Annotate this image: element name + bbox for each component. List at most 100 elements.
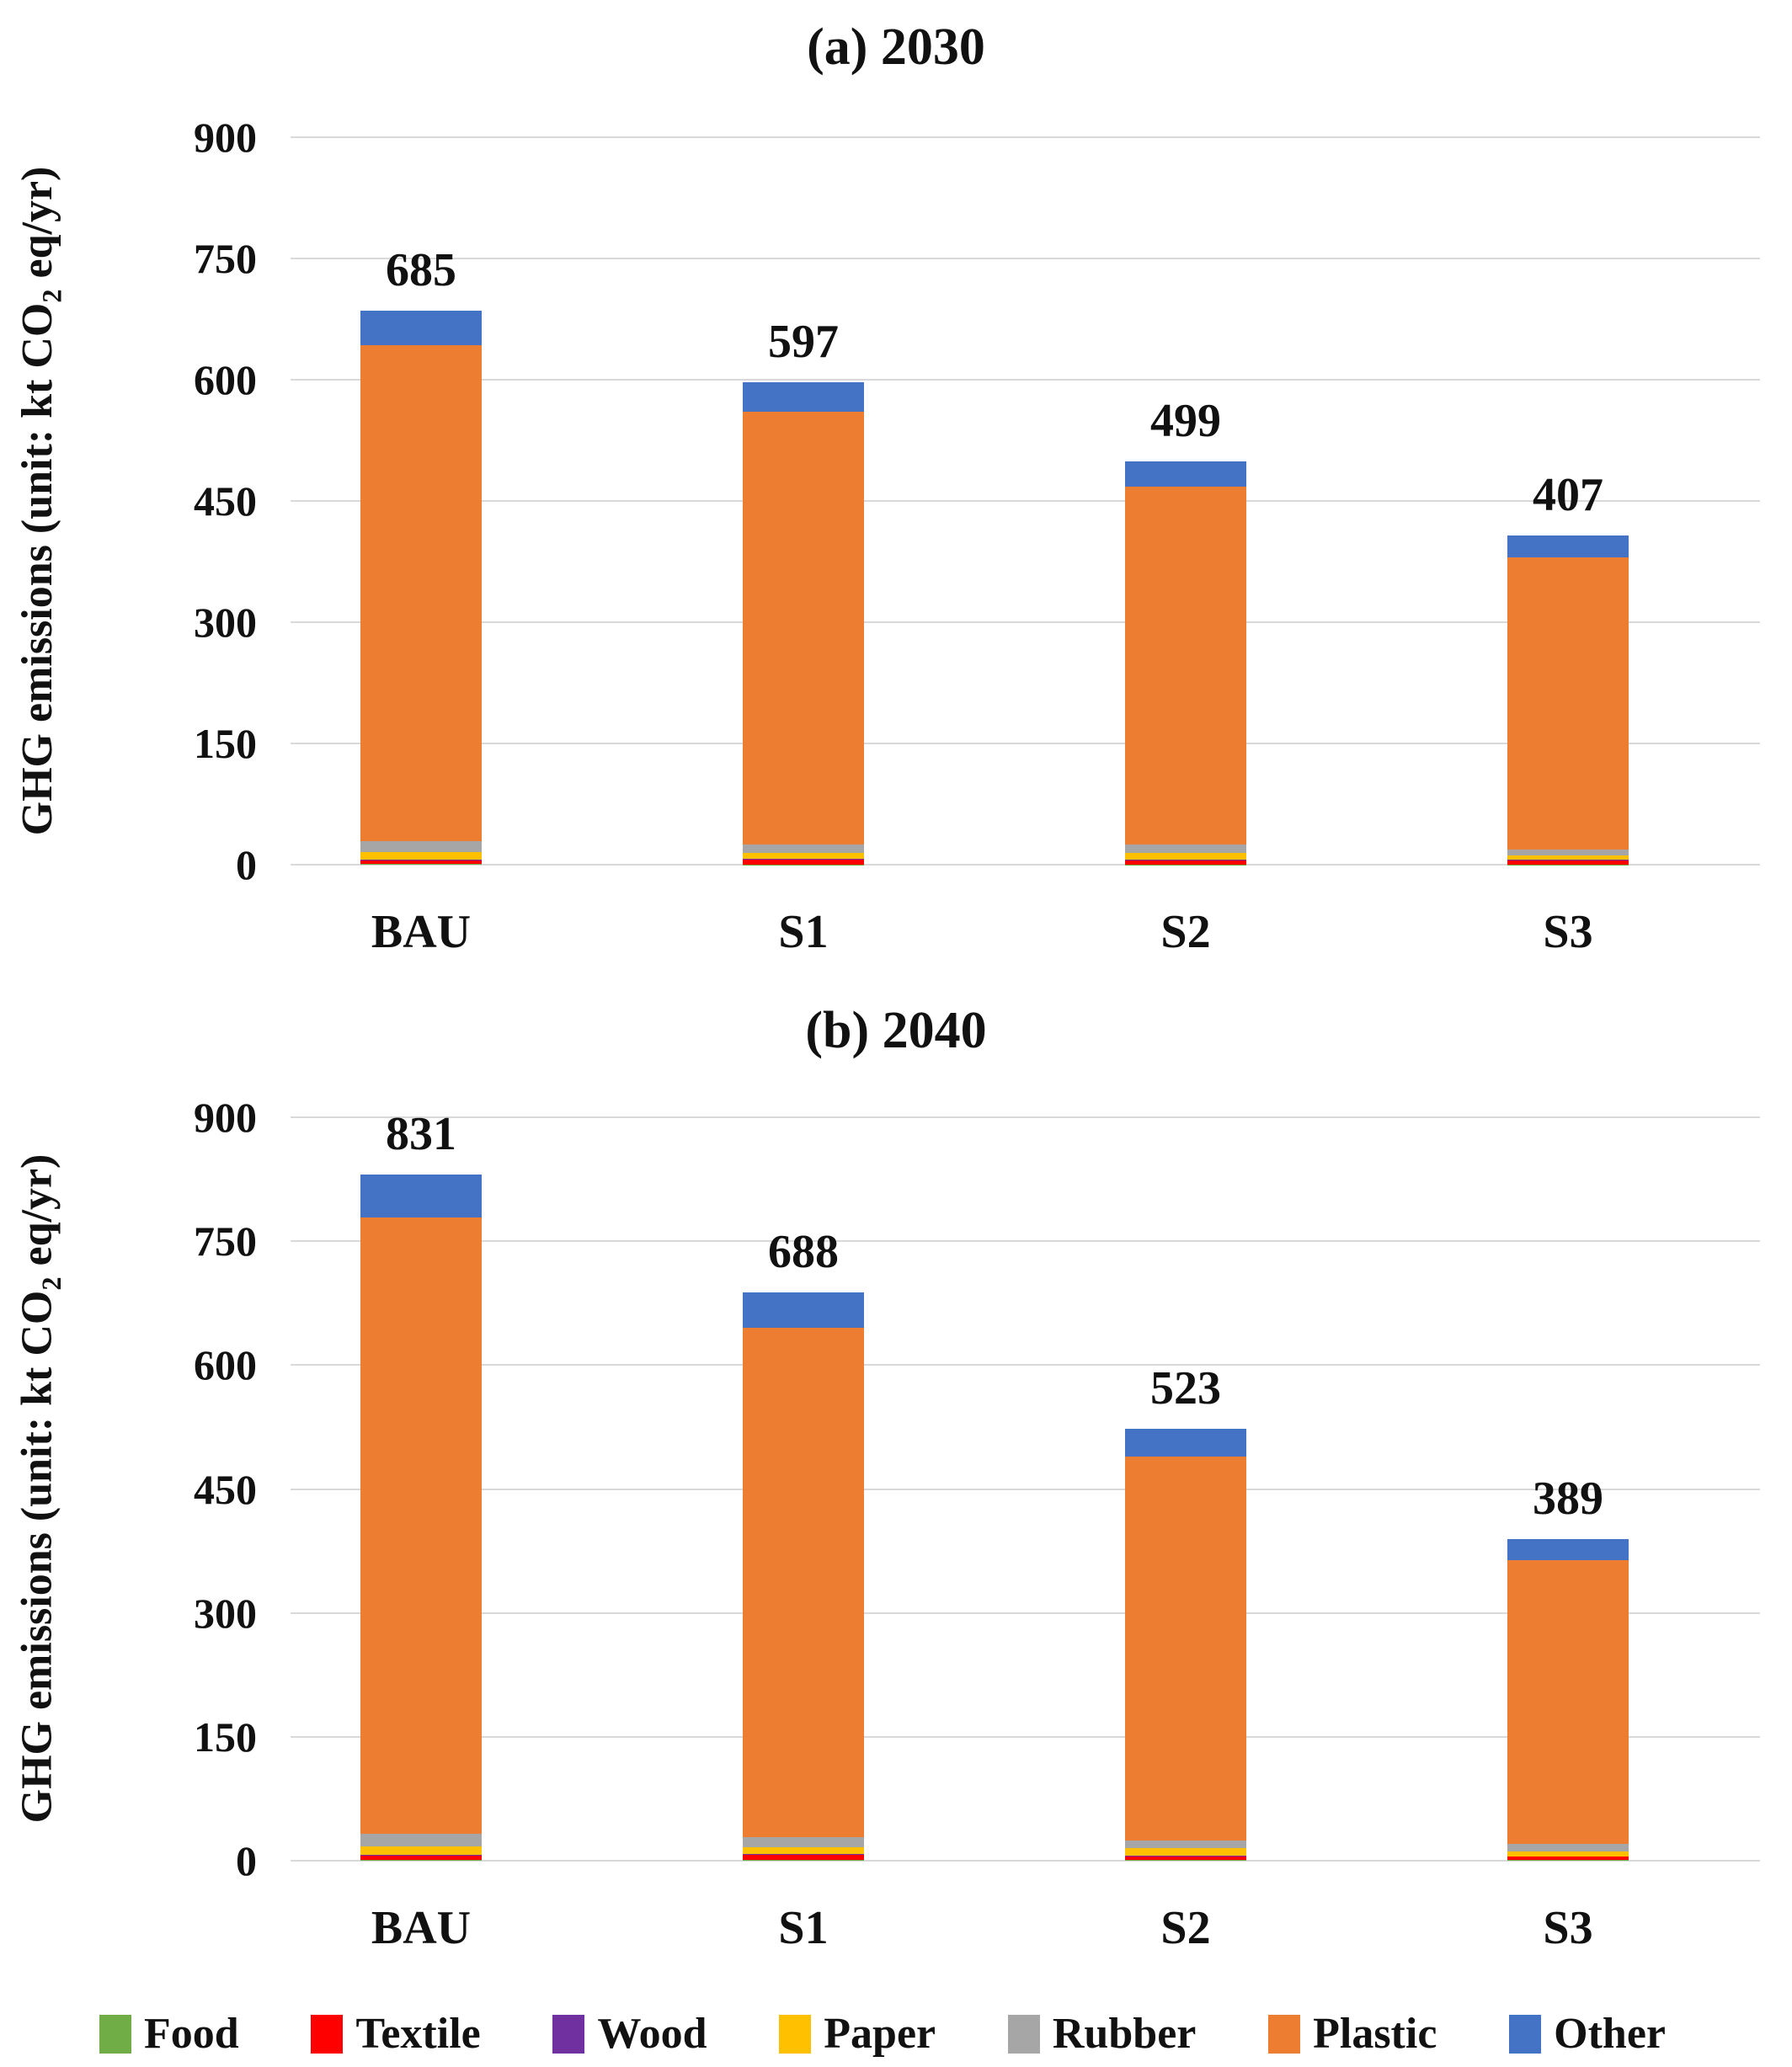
y-tick-label-750: 750 (194, 1217, 257, 1265)
y-tick-label-300: 300 (194, 599, 257, 646)
legend-swatch-textile (311, 2015, 344, 2054)
legend-swatch-other (1509, 2015, 1542, 2054)
x-category-label-s2: S2 (1160, 906, 1211, 958)
stacked-bar-bau (360, 311, 482, 865)
gridline-0 (291, 864, 1760, 866)
legend-label-plastic: Plastic (1313, 2010, 1437, 2058)
x-category-label-s1: S1 (778, 906, 829, 958)
segment-paper (360, 851, 482, 860)
legend-item-rubber: Rubber (1007, 2010, 1197, 2058)
legend-label-other: Other (1554, 2010, 1666, 2058)
segment-wood (743, 1854, 864, 1855)
stacked-bar-s2 (1125, 1428, 1246, 1861)
gridline-0 (291, 1860, 1760, 1862)
bar-total-label-s2: 523 (1150, 1361, 1221, 1414)
segment-paper (1125, 1848, 1246, 1857)
y-axis-title-text: GHG emissions (unit: kt CO (13, 1290, 61, 1824)
y-tick-label-600: 600 (194, 1341, 257, 1389)
y-tick-label-0: 0 (236, 841, 257, 888)
y-tick-label-900: 900 (194, 114, 257, 161)
segment-textile (1507, 1857, 1629, 1861)
gridline-750 (291, 1240, 1760, 1243)
segment-textile (360, 1855, 482, 1861)
gridline-300 (291, 1612, 1760, 1614)
segment-plastic (1125, 486, 1246, 845)
segment-plastic (1507, 557, 1629, 850)
bar-total-label-s1: 597 (768, 315, 839, 368)
legend-item-food: Food (99, 2012, 239, 2056)
segment-paper (1125, 852, 1246, 860)
gridline-900 (291, 1116, 1760, 1118)
y-tick-label-450: 450 (194, 1465, 257, 1513)
segment-other (1507, 535, 1629, 558)
y-axis-title-suffix: eq/yr) (13, 166, 61, 290)
segment-textile (1125, 860, 1246, 865)
stacked-bar-bau (360, 1174, 482, 1861)
segment-rubber (360, 1833, 482, 1847)
segment-rubber (1507, 1844, 1629, 1852)
segment-plastic (1125, 1457, 1246, 1841)
segment-food (743, 864, 864, 866)
segment-food (1125, 1860, 1246, 1861)
y-tick-label-300: 300 (194, 1589, 257, 1637)
segment-other (743, 1292, 864, 1329)
segment-food (1125, 864, 1246, 866)
gridline-150 (291, 1735, 1760, 1738)
x-category-label-bau: BAU (371, 1902, 472, 1954)
bar-total-label-s1: 688 (768, 1226, 839, 1278)
segment-other (360, 311, 482, 345)
legend-label-rubber: Rubber (1052, 2010, 1197, 2058)
stacked-bar-s1 (743, 381, 864, 866)
gridline-900 (291, 136, 1760, 138)
legend-label-paper: Paper (824, 2010, 936, 2058)
gridline-450 (291, 1488, 1760, 1490)
y-tick-label-450: 450 (194, 477, 257, 525)
legend-item-plastic: Plastic (1268, 2012, 1437, 2056)
x-category-label-bau: BAU (371, 906, 472, 958)
segment-wood (1125, 1856, 1246, 1857)
segment-rubber (1125, 1841, 1246, 1849)
y-axis-title-subscript: 2 (36, 289, 67, 303)
bar-total-label-bau: 685 (386, 244, 456, 297)
bar-total-label-bau: 831 (386, 1107, 456, 1160)
segment-food (743, 1860, 864, 1861)
stacked-bar-s3 (1507, 1539, 1629, 1861)
legend-label-textile: Textile (355, 2010, 481, 2058)
bar-total-label-s2: 499 (1150, 395, 1221, 447)
legend-swatch-rubber (1007, 2015, 1040, 2054)
segment-paper (743, 1847, 864, 1855)
y-axis-title-text: GHG emissions (unit: kt CO (13, 302, 61, 836)
legend-swatch-food (99, 2015, 131, 2054)
legend-swatch-wood (552, 2015, 585, 2054)
panel-title-2030: (a) 2030 (807, 19, 985, 76)
segment-paper (743, 852, 864, 860)
y-tick-label-0: 0 (236, 1837, 257, 1884)
bar-total-label-s3: 407 (1533, 469, 1603, 522)
segment-other (1125, 1428, 1246, 1457)
segment-wood (743, 859, 864, 860)
bar-total-label-s3: 389 (1533, 1473, 1603, 1526)
y-tick-label-150: 150 (194, 720, 257, 767)
x-category-label-s3: S3 (1543, 1902, 1593, 1954)
x-category-label-s1: S1 (778, 1902, 829, 1954)
gridline-450 (291, 500, 1760, 502)
segment-textile (743, 859, 864, 865)
segment-food (360, 1860, 482, 1861)
segment-rubber (743, 844, 864, 853)
segment-other (360, 1174, 482, 1217)
legend-item-paper: Paper (779, 2012, 936, 2056)
y-axis-title: GHG emissions (unit: kt CO2 eq/yr) (13, 137, 67, 865)
legend-item-wood: Wood (552, 2012, 707, 2056)
segment-textile (743, 1854, 864, 1861)
gridline-600 (291, 1364, 1760, 1366)
segment-textile (360, 860, 482, 865)
legend-label-food: Food (144, 2010, 239, 2058)
segment-paper (1507, 855, 1629, 860)
segment-paper (1507, 1851, 1629, 1857)
y-tick-label-900: 900 (194, 1094, 257, 1141)
segment-textile (1125, 1856, 1246, 1861)
segment-food (360, 864, 482, 865)
